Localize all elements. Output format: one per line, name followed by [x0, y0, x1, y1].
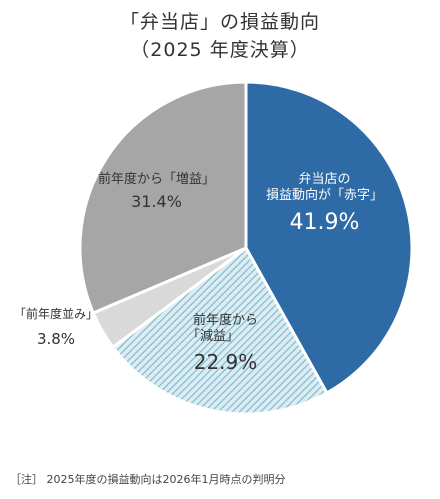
slice-value-decrease: 22.9% [193, 349, 258, 374]
slice-label-red: 弁当店の 損益動向が「赤字」 41.9% [266, 172, 383, 236]
slice-label-decrease: 前年度から 「減益」 22.9% [187, 313, 259, 375]
slice-red [244, 80, 414, 396]
chart-title: 「弁当店」の損益動向 [119, 11, 320, 33]
slice-name-red-line1: 弁当店の [298, 172, 351, 187]
slice-value-red: 41.9% [289, 209, 360, 235]
footnote: ［注］ 2025年度の損益動向は2026年1月時点の判明分 [10, 473, 286, 486]
slice-name-increase: 前年度から「増益」 [98, 172, 216, 187]
slice-label-increase: 前年度から「増益」 31.4% [98, 172, 215, 212]
slice-name-decrease-line2: 「減益」 [187, 329, 240, 345]
slice-name-decrease-line1: 前年度から [193, 313, 259, 328]
pie-slices [78, 80, 414, 416]
slice-name-flat: 「前年度並み」 [14, 307, 99, 321]
chart-subtitle: （2025 年度決算） [130, 39, 310, 61]
slice-label-flat: 「前年度並み」 3.8% [14, 307, 98, 349]
slice-increase [78, 80, 248, 315]
slice-decrease [110, 245, 329, 416]
slice-value-increase: 31.4% [131, 192, 182, 212]
slice-name-red-line2: 損益動向が「赤字」 [266, 188, 384, 204]
slice-value-flat: 3.8% [36, 330, 76, 348]
